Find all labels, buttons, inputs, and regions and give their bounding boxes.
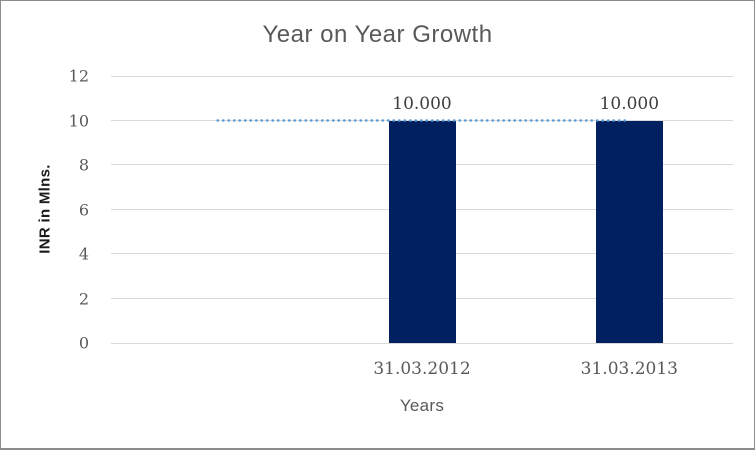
bar-1 [388,120,456,343]
y-tick-label-12: 12 [68,66,89,86]
y-tick-label-0: 0 [78,333,89,353]
bar-2 [595,120,663,343]
plot-area: 10.000 10.000 [111,75,733,344]
x-axis-title: Years [399,396,445,415]
y-tick-label-8: 8 [78,155,89,175]
y-tick-label-2: 2 [78,289,89,308]
x-tick-label-2: 31.03.2013 [580,359,678,379]
x-axis-tick-labels: 31.03.2012 31.03.2013 [111,359,733,381]
data-label-2: 10.000 [599,93,660,114]
chart-title: Year on Year Growth [262,21,493,48]
gridline-y-12 [111,75,733,77]
x-tick-label-1: 31.03.2012 [373,359,471,379]
y-tick-label-6: 6 [78,200,89,219]
gridline-y-0 [111,342,733,344]
y-axis-tick-labels: 0 2 4 6 8 10 12 [1,67,101,353]
dotted-reference-line [214,118,630,122]
y-tick-label-10: 10 [68,111,89,130]
y-tick-label-4: 4 [78,244,89,264]
data-label-1: 10.000 [392,93,452,114]
